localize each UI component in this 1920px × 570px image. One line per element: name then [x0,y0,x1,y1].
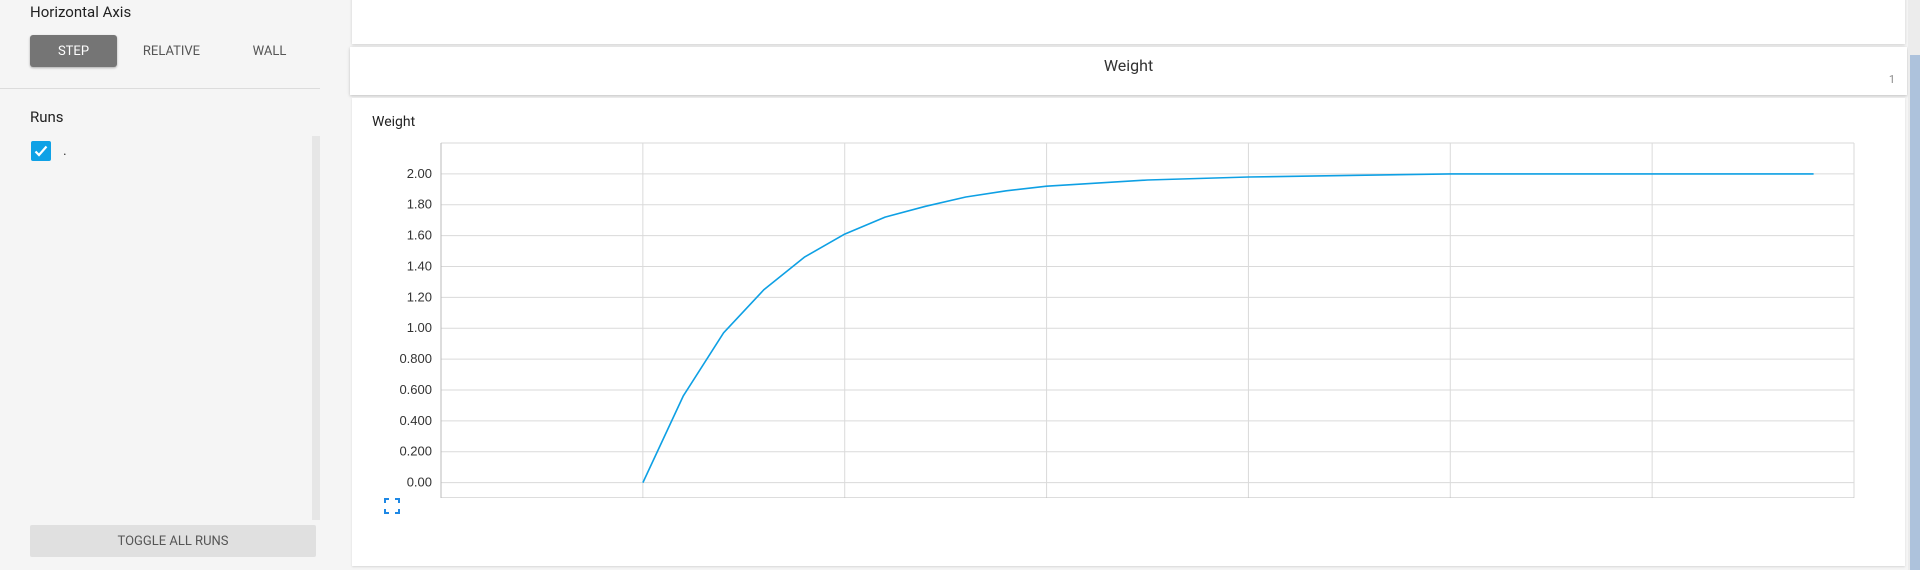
previous-card [352,0,1905,44]
category-title: Weight [1103,56,1154,75]
y-tick-label: 0.600 [399,382,432,397]
y-tick-label: 2.00 [407,166,432,181]
horizontal-axis-selector: STEP RELATIVE WALL [30,35,324,67]
fit-to-screen-icon[interactable] [384,498,400,514]
y-tick-label: 0.800 [399,351,432,366]
category-count: 1 [1888,73,1895,86]
run-label: . [63,143,67,159]
relative-button[interactable]: RELATIVE [142,43,201,59]
runs-scrollbar[interactable] [312,136,320,520]
run-item[interactable]: . [31,141,67,161]
y-tick-label: 1.00 [407,320,432,335]
y-tick-label: 1.40 [407,258,432,273]
runs-title: Runs [30,108,64,126]
y-tick-label: 0.00 [407,475,432,490]
line-chart: 0.00 0.200 0.400 0.600 0.800 1.00 1.20 1.40 1.60… [399,142,1855,498]
chart-title: Weight [372,114,416,130]
page-scrollbar-thumb[interactable] [1910,55,1920,570]
y-tick-label: 0.200 [399,444,432,459]
wall-button[interactable]: WALL [252,43,287,59]
series-line [642,173,1814,483]
y-tick-label: 1.20 [407,289,432,304]
y-tick-label: 1.80 [407,197,432,212]
toggle-all-runs-button[interactable]: TOGGLE ALL RUNS [30,525,316,557]
checkmark-icon [34,145,48,157]
sidebar: Horizontal Axis STEP RELATIVE WALL Runs … [0,0,322,570]
step-button[interactable]: STEP [30,35,117,67]
run-checkbox[interactable] [31,141,51,161]
chart-card: Weight 0.00 0.200 0.400 0.600 0.800 1.00 1.20 1… [352,98,1905,566]
sidebar-divider [0,88,320,89]
category-header[interactable]: Weight 1 [350,47,1907,95]
horizontal-axis-title: Horizontal Axis [30,3,132,21]
y-tick-label: 0.400 [399,413,432,428]
y-tick-label: 1.60 [407,228,432,243]
